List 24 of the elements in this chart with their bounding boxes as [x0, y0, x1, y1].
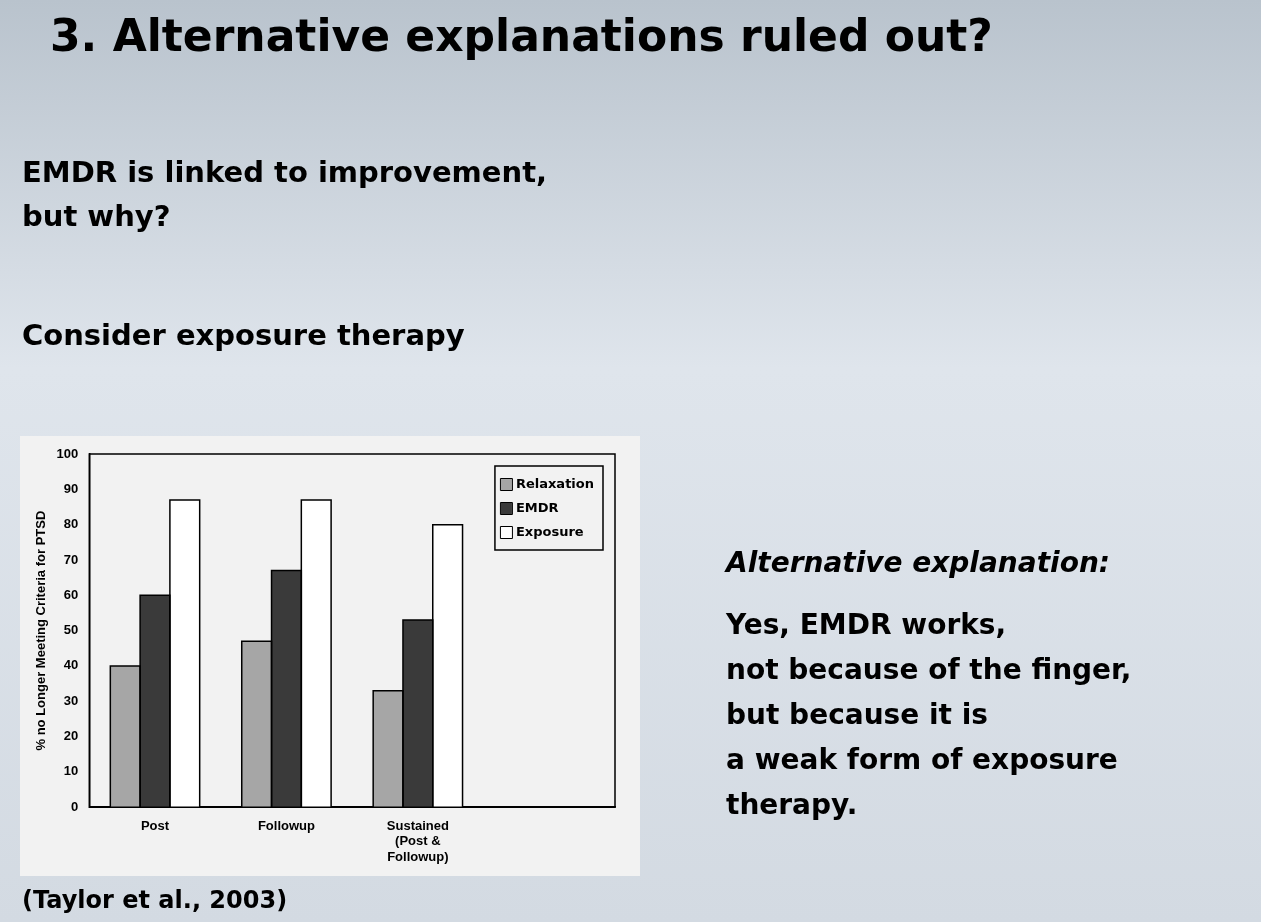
y-tick-label: 30 — [63, 692, 79, 708]
y-tick-label: 70 — [63, 551, 79, 567]
legend-label: Exposure — [515, 524, 584, 540]
text: Yes, EMDR works, not because of the finger, but because it is a weak form of exposure therapy. — [726, 607, 1132, 823]
y-tick-label: 40 — [63, 657, 79, 673]
x-tick-label: Sustained (Post & Followup) — [386, 817, 449, 864]
x-tick-label: Post — [140, 817, 170, 833]
legend-label: Relaxation — [515, 476, 595, 492]
y-tick-label: 100 — [56, 445, 79, 461]
y-tick-label: 20 — [63, 728, 79, 744]
chart-title: 3. Alternative explanations ruled out? — [50, 10, 993, 61]
y-tick-label: 60 — [63, 586, 79, 602]
text: Alternative explanation: — [726, 546, 1111, 579]
y-tick-label: 0 — [71, 798, 79, 814]
y-tick-label: 80 — [63, 516, 79, 532]
y-axis-title: % no Longer Meeting Criteria for PTSD — [33, 510, 49, 751]
legend-label: EMDR — [515, 500, 559, 516]
y-tick-label: 90 — [63, 480, 79, 496]
x-tick-label: Followup — [257, 817, 316, 833]
text: (Taylor et al., 2003) — [22, 886, 288, 914]
text: EMDR is linked to improvement, but why? — [22, 154, 548, 235]
y-tick-label: 50 — [63, 622, 79, 638]
text: Consider exposure therapy — [22, 318, 465, 352]
y-tick-label: 10 — [63, 763, 79, 779]
